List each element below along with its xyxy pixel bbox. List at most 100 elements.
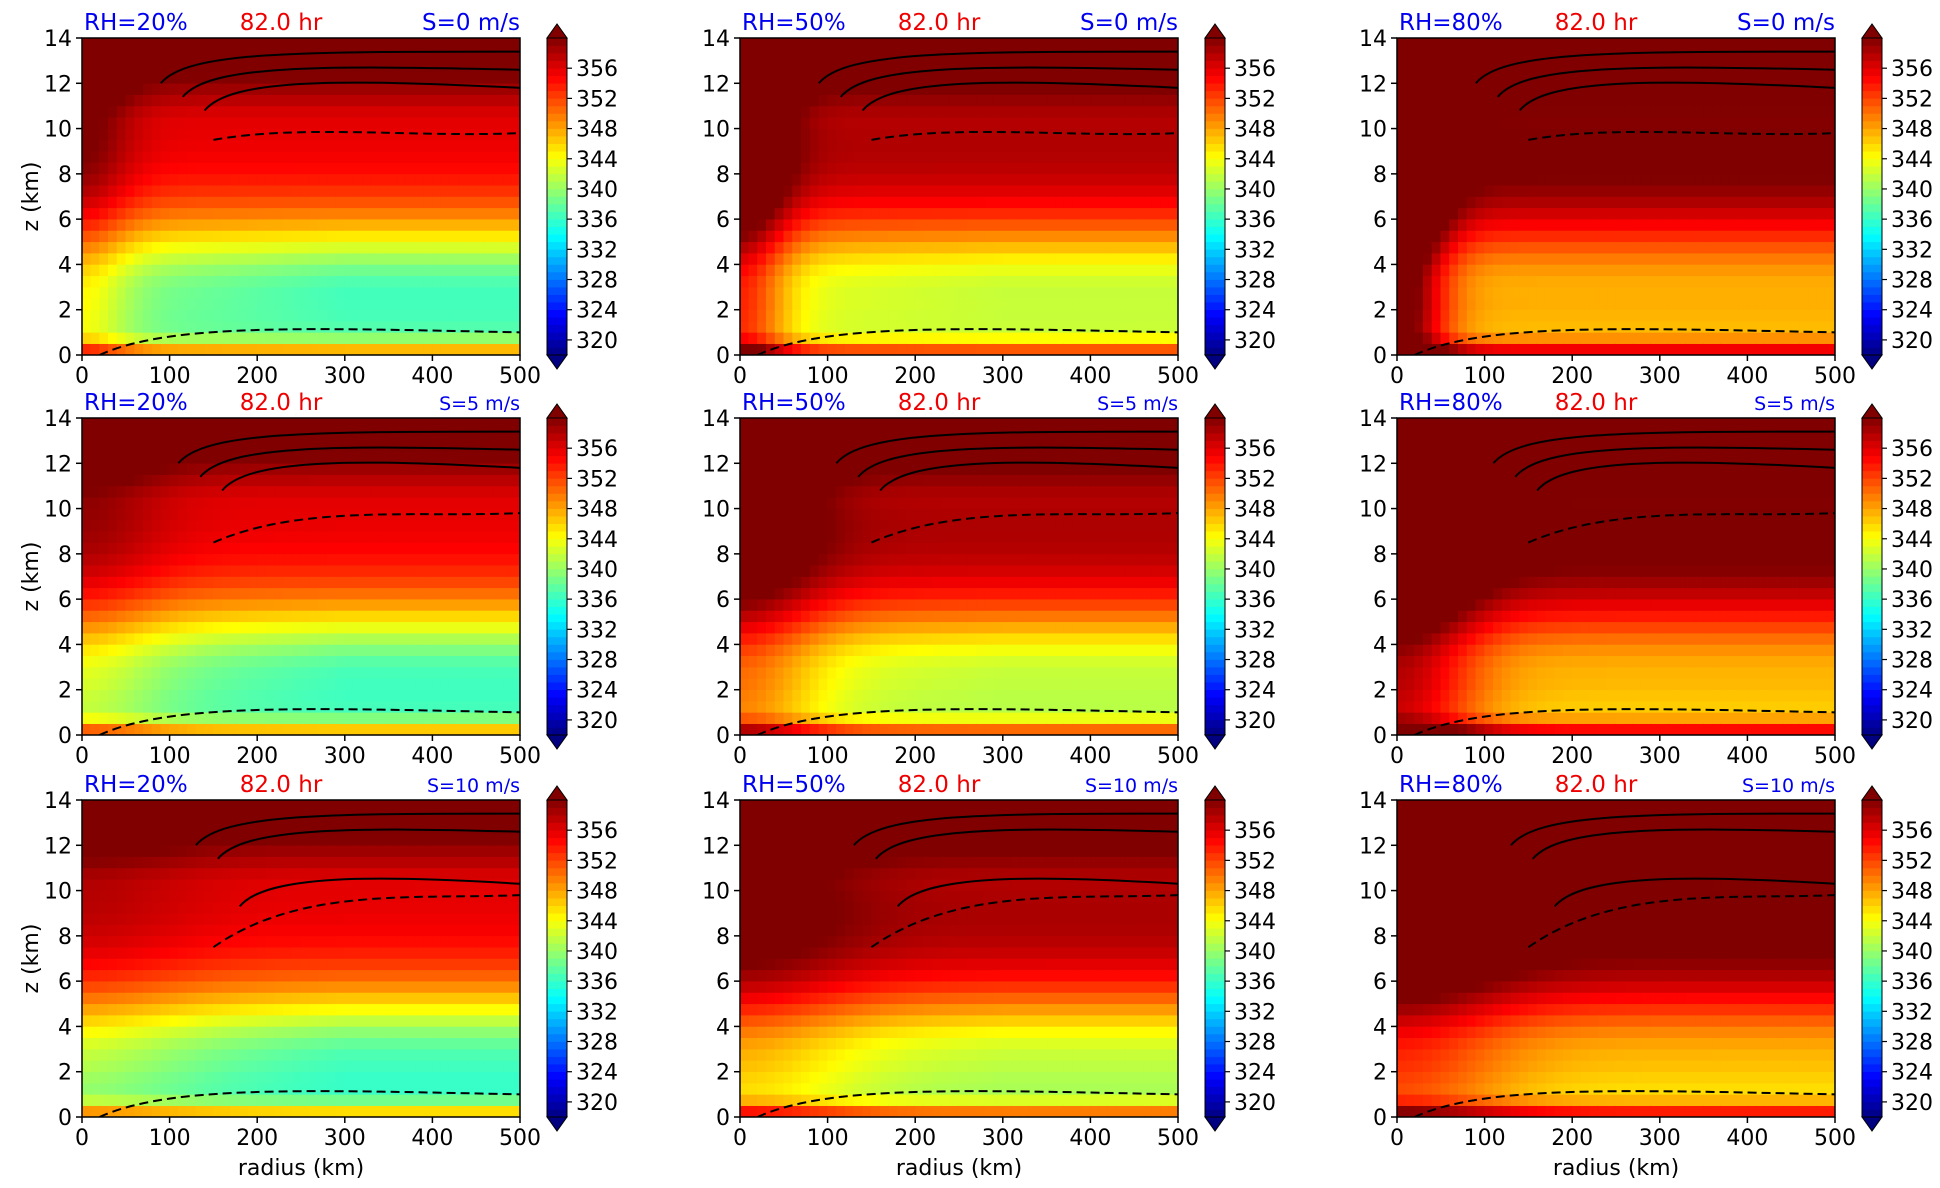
heatmap-cell: [914, 252, 925, 265]
heatmap-cell: [1528, 150, 1538, 163]
heatmap-cell: [1493, 286, 1503, 299]
heatmap-cell: [967, 71, 977, 84]
heatmap-cell: [1484, 207, 1494, 220]
heatmap-cell: [423, 60, 433, 73]
heatmap-cell: [213, 462, 223, 475]
heatmap-cell: [440, 150, 451, 163]
heatmap-cell: [90, 553, 100, 566]
heatmap-cell: [1580, 173, 1591, 186]
heatmap-cell: [99, 128, 109, 141]
heatmap-cell: [862, 139, 872, 152]
heatmap-cell: [958, 60, 969, 73]
heatmap-cell: [1817, 49, 1827, 61]
heatmap-cell: [1615, 309, 1626, 322]
heatmap-cell: [1160, 60, 1170, 73]
heatmap-cell: [99, 530, 109, 543]
heatmap-cell: [1519, 150, 1529, 163]
heatmap-cell: [1650, 173, 1661, 186]
heatmap-cell: [1571, 264, 1582, 277]
heatmap-cell: [853, 309, 863, 322]
heatmap-cell: [1782, 116, 1792, 129]
heatmap-cell: [1431, 38, 1442, 50]
heatmap-cell: [879, 49, 890, 61]
heatmap-cell: [1563, 105, 1573, 118]
heatmap-cell: [844, 332, 855, 344]
heatmap-cell: [186, 530, 197, 543]
heatmap-cell: [1650, 162, 1661, 175]
heatmap-cell: [1458, 241, 1468, 254]
heatmap-cell: [1825, 173, 1835, 186]
heatmap-cell: [1466, 71, 1477, 84]
heatmap-cell: [423, 332, 433, 344]
heatmap-cell: [844, 343, 855, 355]
heatmap-cell: [186, 666, 197, 679]
colorbar-swatch: [547, 45, 567, 54]
heatmap-cell: [888, 82, 898, 95]
heatmap-cell: [1098, 196, 1109, 209]
heatmap-cell: [239, 196, 249, 209]
heatmap-cell: [90, 275, 100, 288]
heatmap-cell: [291, 196, 302, 209]
colorbar-swatch: [1205, 279, 1225, 288]
heatmap-cell: [818, 162, 828, 175]
heatmap-cell: [1107, 252, 1117, 265]
heatmap-cell: [1397, 82, 1407, 95]
heatmap-cell: [993, 320, 1004, 333]
heatmap-cell: [748, 60, 758, 73]
heatmap-cell: [967, 252, 977, 265]
heatmap-cell: [274, 241, 284, 254]
heatmap-cell: [1790, 49, 1801, 61]
heatmap-cell: [801, 150, 811, 163]
heatmap-cell: [1055, 94, 1065, 107]
heatmap-cell: [502, 241, 512, 254]
heatmap-cell: [1519, 128, 1529, 141]
heatmap-cell: [1755, 105, 1766, 118]
heatmap-cell: [1063, 207, 1074, 220]
heatmap-cell: [1133, 343, 1144, 355]
heatmap-cell: [1168, 207, 1178, 220]
heatmap-cell: [853, 196, 863, 209]
heatmap-cell: [1037, 162, 1047, 175]
heatmap-cell: [1668, 38, 1678, 50]
heatmap-cell: [914, 275, 925, 288]
heatmap-cell: [1641, 275, 1652, 288]
heatmap-cell: [318, 162, 328, 175]
heatmap-cell: [818, 286, 828, 299]
heatmap-cell: [1405, 196, 1415, 209]
heatmap-cell: [976, 38, 986, 50]
heatmap-cell: [1475, 320, 1485, 333]
heatmap-cell: [1458, 139, 1468, 152]
heatmap-cell: [125, 462, 135, 475]
heatmap-cell: [458, 309, 468, 322]
heatmap-cell: [99, 553, 109, 566]
heatmap-cell: [984, 196, 995, 209]
heatmap-cell: [1659, 264, 1669, 277]
heatmap-cell: [774, 218, 785, 231]
heatmap-cell: [1764, 286, 1774, 299]
heatmap-cell: [213, 343, 223, 355]
heatmap-cell: [1536, 196, 1547, 209]
heatmap-cell: [827, 196, 837, 209]
heatmap-cell: [888, 275, 898, 288]
heatmap-cell: [1545, 252, 1555, 265]
heatmap-cell: [862, 207, 872, 220]
heatmap-cell: [1720, 207, 1731, 220]
heatmap-cell: [1458, 207, 1468, 220]
heatmap-cell: [1055, 196, 1065, 209]
heatmap-cell: [1712, 49, 1722, 61]
heatmap-cell: [388, 49, 398, 61]
heatmap-cell: [853, 116, 863, 129]
heatmap-cell: [1160, 71, 1170, 84]
heatmap-cell: [1475, 343, 1485, 355]
heatmap-cell: [467, 184, 477, 197]
heatmap-cell: [967, 82, 977, 95]
heatmap-cell: [1510, 139, 1520, 152]
heatmap-cell: [178, 298, 188, 311]
heatmap-cell: [143, 418, 153, 430]
heatmap-cell: [1458, 49, 1468, 61]
heatmap-cell: [116, 632, 127, 645]
heatmap-cell: [1668, 150, 1678, 163]
heatmap-cell: [1536, 343, 1547, 355]
heatmap-cell: [510, 38, 520, 50]
heatmap-cell: [467, 241, 477, 254]
